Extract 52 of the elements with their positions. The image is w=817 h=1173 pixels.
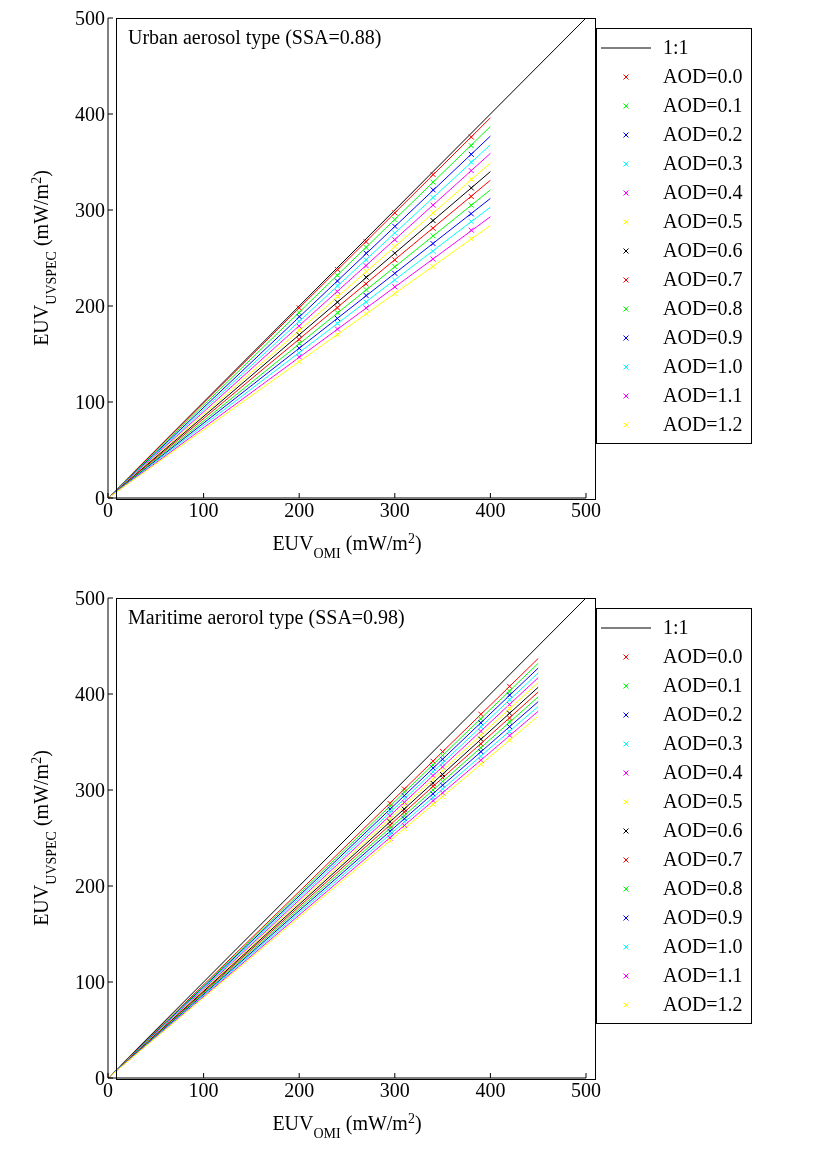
legend-label: AOD=0.6 [663, 819, 743, 842]
legend-label: AOD=1.1 [663, 384, 743, 407]
y-tick-label: 400 [75, 103, 105, 126]
legend-label: AOD=0.3 [663, 732, 743, 755]
legend-label: AOD=0.1 [663, 674, 743, 697]
y-tick-label: 100 [75, 391, 105, 414]
y-tick-label: 200 [75, 875, 105, 898]
x-tick-label: 500 [571, 1079, 601, 1102]
legend-label: AOD=0.6 [663, 239, 743, 262]
x-tick-label: 200 [284, 499, 315, 522]
legend-label: AOD=0.5 [663, 790, 743, 813]
y-tick-label: 200 [75, 295, 105, 318]
y-tick-label: 400 [75, 683, 105, 706]
y-tick-label: 500 [75, 587, 105, 610]
y-tick-label: 300 [75, 779, 105, 802]
legend-label: AOD=0.2 [663, 123, 743, 146]
legend-label: AOD=0.8 [663, 877, 743, 900]
x-tick-label: 300 [379, 1079, 410, 1102]
legend-label: 1:1 [663, 616, 689, 639]
y-tick-label: 500 [75, 7, 105, 30]
legend-label: AOD=0.2 [663, 703, 743, 726]
legend-label: AOD=0.0 [663, 65, 743, 88]
legend-label: AOD=0.1 [663, 94, 743, 117]
legend-label: AOD=0.5 [663, 210, 743, 233]
legend-label: AOD=1.2 [663, 993, 743, 1016]
legend-label: AOD=0.8 [663, 297, 743, 320]
x-tick-label: 200 [284, 1079, 315, 1102]
y-tick-label: 100 [75, 971, 105, 994]
x-tick-label: 400 [475, 499, 506, 522]
legend-label: AOD=0.4 [663, 181, 743, 204]
annotation: Maritime aerorol type (SSA=0.98) [128, 606, 405, 629]
x-tick-label: 100 [188, 499, 219, 522]
legend-label: AOD=0.0 [663, 645, 743, 668]
legend-label: AOD=0.9 [663, 906, 743, 929]
y-tick-label: 300 [75, 199, 105, 222]
x-tick-label: 500 [571, 499, 601, 522]
legend-label: AOD=0.9 [663, 326, 743, 349]
legend-label: AOD=1.1 [663, 964, 743, 987]
legend-label: AOD=1.0 [663, 355, 743, 378]
x-axis-title: EUV$_{OMI}$ (mW/m$^{2}$) [272, 1110, 422, 1141]
legend-label: AOD=1.2 [663, 413, 743, 436]
legend-label: AOD=0.4 [663, 761, 743, 784]
x-axis-title: EUV$_{OMI}$ (mW/m$^{2}$) [272, 530, 422, 561]
legend-label: 1:1 [663, 36, 689, 59]
legend-label: AOD=0.7 [663, 848, 743, 871]
annotation: Urban aerosol type (SSA=0.88) [128, 26, 382, 49]
legend-label: AOD=1.0 [663, 935, 743, 958]
x-tick-label: 400 [475, 1079, 506, 1102]
x-tick-label: 300 [379, 499, 410, 522]
legend-label: AOD=0.7 [663, 268, 743, 291]
legend-label: AOD=0.3 [663, 152, 743, 175]
x-tick-label: 100 [188, 1079, 219, 1102]
